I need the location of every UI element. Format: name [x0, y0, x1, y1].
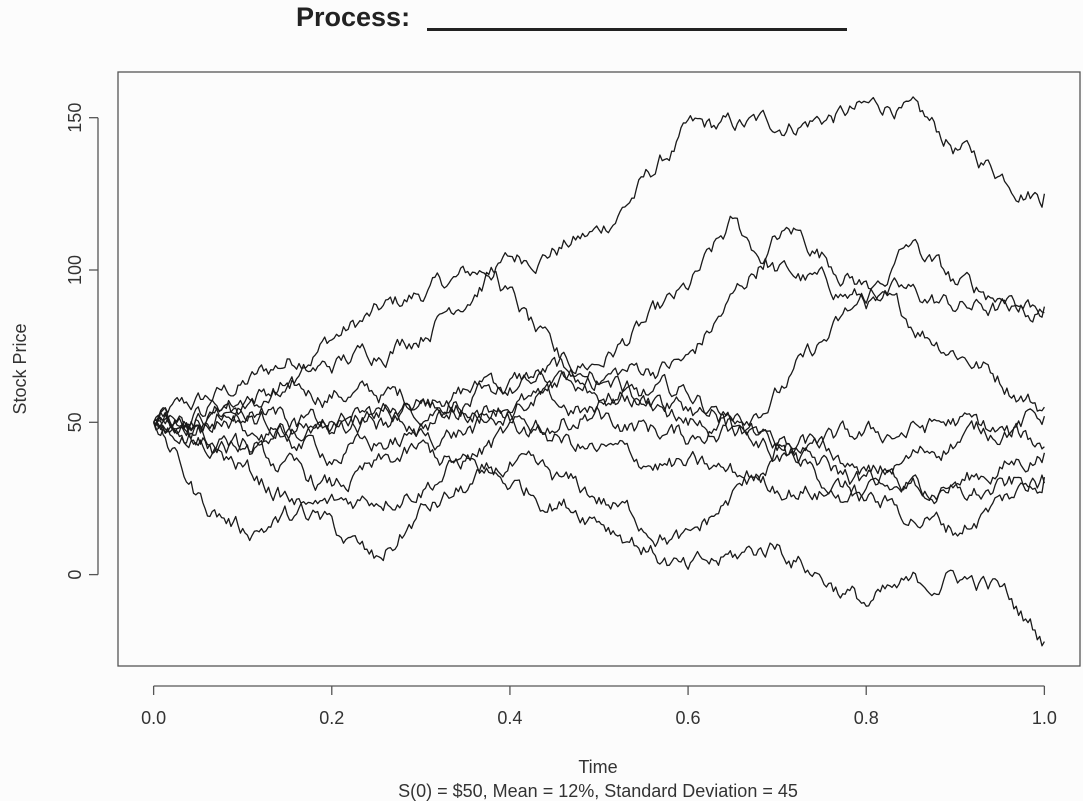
- series-layer: [152, 96, 1046, 647]
- x-axis-label: Time: [578, 757, 617, 777]
- chart-subtitle: S(0) = $50, Mean = 12%, Standard Deviati…: [398, 781, 798, 801]
- series-line-5: [153, 238, 1046, 445]
- title-blank-line: [427, 28, 847, 31]
- series-line-9: [153, 370, 1046, 505]
- title-row: Process:: [0, 0, 1083, 50]
- x-tick-label: 0.6: [676, 708, 701, 728]
- chart-title: Process:: [296, 2, 411, 32]
- y-tick-label: 150: [65, 103, 85, 133]
- x-tick-label: 0.4: [497, 708, 522, 728]
- x-tick-label: 0.8: [854, 708, 879, 728]
- y-tick-label: 50: [65, 412, 85, 432]
- series-line-2: [153, 215, 1045, 437]
- y-axis-label: Stock Price: [10, 323, 30, 414]
- x-axis: 0.0 0.2 0.4 0.6 0.8 1.0: [141, 685, 1057, 728]
- x-tick-label: 0.2: [319, 708, 344, 728]
- series-line-7: [152, 412, 1045, 562]
- plot-area-frame: [117, 71, 1081, 667]
- y-tick-label: 0: [65, 570, 85, 580]
- y-tick-label: 100: [65, 255, 85, 285]
- y-axis: 0 50 100 150: [65, 103, 99, 580]
- series-line-8: [153, 421, 1045, 647]
- x-tick-label: 0.0: [141, 708, 166, 728]
- series-line-10: [153, 402, 1046, 537]
- series-line-6: [153, 373, 1046, 542]
- x-tick-label: 1.0: [1032, 708, 1057, 728]
